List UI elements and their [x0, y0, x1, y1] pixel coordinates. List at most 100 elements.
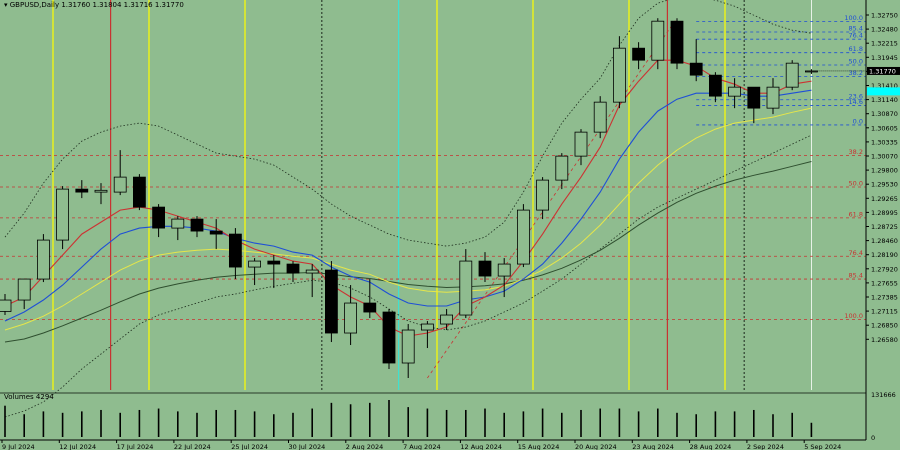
y-tick-label-19: 1.27655 [871, 279, 898, 287]
y-tick-label-16: 1.28460 [871, 237, 898, 245]
candle-body-24 [459, 260, 473, 316]
fib-trend-line [427, 17, 678, 379]
candle-body-41 [785, 62, 799, 88]
ma-yellow-line [4, 107, 812, 331]
candle-body-5 [94, 189, 108, 193]
candle-body-14 [267, 260, 281, 265]
candle-body-6 [113, 176, 127, 193]
candle-body-36 [689, 62, 703, 76]
fib-level-label-7: 14.6 [849, 98, 863, 106]
fib-level-label-4: 50.0 [849, 57, 863, 65]
candle-body-31 [593, 101, 607, 133]
fib-level-label-2: 76.4 [849, 32, 863, 40]
y-tick-label-11: 1.29800 [871, 167, 898, 175]
candle-body-11 [209, 230, 223, 235]
candle-body-4 [75, 188, 89, 193]
fib-level-label-9: 38.2 [849, 148, 863, 156]
y-tick-label-17: 1.28190 [871, 251, 898, 259]
candle-body-9 [171, 218, 185, 229]
candle-body-10 [190, 218, 204, 232]
fib-level-label-8: 0.0 [853, 117, 863, 125]
volume-header: Volumes 4294 [4, 393, 54, 401]
candle-body-1 [17, 278, 31, 301]
y-tick-label-1: 1.32480 [871, 26, 898, 34]
x-tick-label-8: 12 Aug 2024 [460, 443, 502, 450]
candle-body-38 [728, 86, 741, 97]
candle-body-15 [286, 263, 300, 274]
symbol-info: GBPUSD,Daily 1.31760 1.31804 1.31716 1.3… [9, 1, 184, 9]
x-tick-label-3: 22 Jul 2024 [174, 443, 211, 450]
y-tick-label-2: 1.32215 [871, 40, 898, 48]
candle-body-27 [517, 209, 530, 265]
x-tick-label-9: 15 Aug 2024 [518, 443, 560, 450]
y-tick-label-18: 1.27920 [871, 265, 898, 273]
y-tick-label-6: 1.31140 [871, 96, 898, 104]
x-tick-label-10: 20 Aug 2024 [575, 443, 617, 450]
fib-level-label-12: 76.4 [849, 249, 863, 257]
y-tick-label-10: 1.30070 [871, 153, 898, 161]
y-tick-label-14: 1.28995 [871, 209, 898, 217]
y-tick-label-15: 1.28725 [871, 223, 898, 231]
candle-body-7 [132, 176, 146, 208]
x-tick-label-12: 28 Aug 2024 [690, 443, 732, 450]
candle-body-29 [555, 155, 569, 181]
candle-body-26 [497, 263, 511, 277]
candle-body-35 [670, 20, 684, 64]
candle-body-0 [0, 299, 12, 312]
x-tick-label-11: 23 Aug 2024 [632, 443, 674, 450]
x-tick-label-13: 2 Sep 2024 [747, 443, 784, 450]
y-tick-label-12: 1.29530 [871, 181, 898, 189]
candle-body-21 [401, 329, 415, 364]
volume-min-label: 0 [871, 434, 875, 442]
x-tick-label-2: 17 Jul 2024 [117, 443, 154, 450]
candle-body-18 [344, 302, 358, 334]
candle-body-12 [228, 233, 242, 268]
y-tick-label-22: 1.26850 [871, 322, 898, 330]
x-tick-label-4: 25 Jul 2024 [231, 443, 268, 450]
fib-level-label-1: 85.4 [849, 24, 863, 32]
fib-level-label-3: 61.8 [849, 45, 863, 53]
fib-level-label-6: 23.6 [849, 92, 863, 100]
x-tick-label-7: 7 Aug 2024 [403, 443, 441, 450]
fib-level-label-0: 100.0 [844, 14, 863, 22]
candle-body-16 [305, 269, 319, 274]
fib-level-label-10: 50.0 [849, 180, 863, 188]
candle-body-2 [37, 239, 50, 280]
candle-body-22 [420, 323, 434, 331]
candle-body-40 [766, 86, 780, 109]
candle-body-33 [632, 47, 645, 61]
y-tick-label-8: 1.30605 [871, 124, 898, 132]
candle-body-30 [574, 131, 588, 157]
candle-body-32 [613, 47, 626, 103]
current-price-label: 1.31770 [869, 67, 896, 75]
fib-level-label-11: 61.8 [849, 210, 863, 218]
y-tick-label-23: 1.26580 [871, 336, 898, 344]
x-tick-label-14: 5 Sep 2024 [804, 443, 841, 450]
y-tick-label-13: 1.29265 [871, 195, 898, 203]
candle-body-17 [324, 269, 338, 334]
candle-body-25 [478, 260, 492, 277]
fib-level-label-14: 100.0 [844, 312, 863, 320]
indicator-badge [867, 87, 900, 96]
x-tick-label-1: 12 Jul 2024 [59, 443, 96, 450]
y-tick-label-21: 1.27115 [871, 308, 898, 316]
fib-level-label-5: 38.2 [849, 69, 863, 77]
candle-body-34 [651, 20, 665, 61]
x-tick-label-6: 2 Aug 2024 [346, 443, 384, 450]
volume-max-label: 131666 [871, 391, 896, 399]
y-tick-label-20: 1.27385 [871, 294, 898, 302]
x-tick-label-5: 30 Jul 2024 [289, 443, 326, 450]
candle-body-37 [709, 74, 722, 97]
y-tick-label-0: 1.32750 [871, 12, 898, 20]
candle-body-20 [382, 311, 396, 364]
y-tick-label-7: 1.30870 [871, 110, 898, 118]
candle-body-39 [747, 86, 761, 109]
candle-body-28 [536, 179, 549, 211]
y-tick-label-3: 1.31945 [871, 54, 898, 62]
fib-level-label-13: 85.4 [849, 272, 863, 280]
symbol-menu-icon[interactable]: ▾ [4, 1, 8, 9]
y-tick-label-9: 1.30335 [871, 138, 898, 146]
candle-body-19 [363, 302, 377, 313]
